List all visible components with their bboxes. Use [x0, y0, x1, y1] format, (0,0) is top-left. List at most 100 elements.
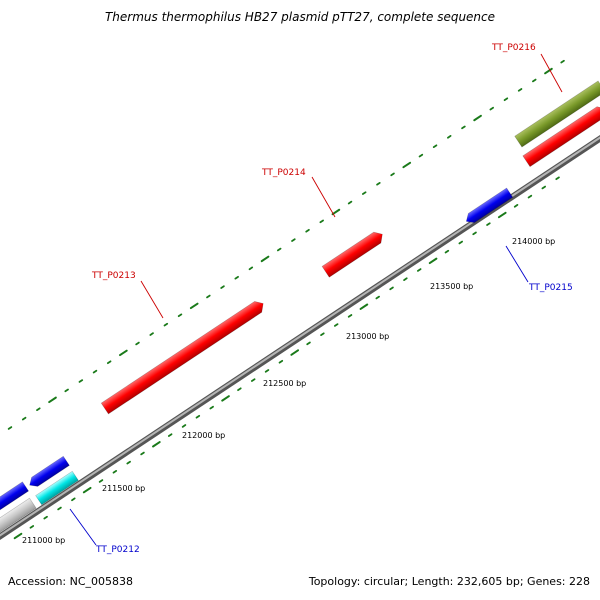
gene-tt-p0215-shape: [465, 187, 514, 223]
gene-tt-p0213-shape: [100, 301, 264, 415]
inner-tick-marks: [13, 176, 560, 540]
gene-callout-lines: [69, 53, 563, 546]
tick-mark: [126, 460, 131, 465]
tick-mark: [402, 161, 412, 169]
tick-mark: [390, 172, 395, 177]
tick-mark: [248, 266, 254, 271]
tick-mark: [461, 125, 466, 130]
feature-olive-shape: [514, 80, 600, 148]
tick-mark: [264, 369, 270, 373]
gene-tt-p0214-shape: [321, 231, 383, 278]
gene-tt-p0214: [321, 231, 383, 278]
tick-mark: [234, 275, 239, 280]
callout-tt-p0215: [505, 245, 529, 283]
tick-mark: [503, 97, 509, 102]
tick-mark: [347, 314, 353, 318]
tick-mark: [221, 395, 230, 402]
callout-tt-p0216: [540, 53, 563, 93]
tick-mark: [140, 451, 145, 456]
tick-mark: [64, 388, 69, 393]
tick-mark: [209, 405, 214, 410]
tick-mark: [13, 532, 23, 540]
tick-mark: [513, 204, 519, 208]
tick-mark: [57, 506, 62, 511]
tick-mark: [149, 332, 154, 336]
tick-mark: [276, 247, 282, 252]
tick-mark: [278, 359, 284, 364]
feature-gray: [0, 497, 37, 537]
feature-cyan-shape: [35, 470, 79, 506]
tick-mark: [112, 470, 118, 474]
tick-mark: [250, 378, 256, 382]
tick-mark: [560, 59, 565, 64]
feature-track: [0, 80, 600, 537]
tick-mark: [444, 249, 450, 254]
tick-mark: [181, 424, 187, 428]
tick-mark: [195, 414, 201, 419]
gene-blue-left: [0, 481, 29, 515]
gene-label-tt-p0215[interactable]: TT_P0215: [528, 283, 573, 293]
tick-mark: [92, 369, 98, 374]
tick-mark: [290, 349, 300, 356]
tick-mark: [331, 208, 341, 216]
tick-mark: [418, 153, 424, 158]
tick-mark: [48, 396, 57, 404]
tick-mark: [532, 78, 537, 83]
tick-mark: [489, 106, 494, 111]
tick-labels: 211000 bp 211500 bp 212000 bp 212500 bp …: [22, 237, 555, 545]
tick-mark: [71, 497, 76, 502]
gene-tt-p0212: [29, 455, 70, 487]
tick-mark: [486, 222, 491, 226]
tick-mark: [403, 277, 408, 281]
tick-mark: [106, 360, 112, 365]
tick-mark: [362, 191, 367, 195]
tick-mark: [135, 341, 140, 346]
tick-mark: [347, 200, 353, 205]
tick-mark: [21, 416, 27, 421]
tick-mark: [472, 231, 477, 236]
tick-mark: [473, 114, 482, 122]
tick-mark: [119, 349, 128, 357]
callout-tt-p0212: [69, 508, 97, 546]
tick-mark: [43, 515, 48, 520]
tick-mark: [206, 294, 211, 299]
feature-gray-shape: [0, 497, 37, 537]
tick-label: 213000 bp: [346, 332, 389, 341]
tick-mark: [319, 219, 324, 224]
tick-mark: [517, 88, 523, 92]
tick-label: 211500 bp: [102, 484, 145, 493]
tick-mark: [306, 341, 311, 346]
tick-mark: [7, 426, 13, 430]
feature-olive: [514, 80, 600, 148]
tick-mark: [305, 228, 310, 233]
tick-mark: [163, 322, 169, 327]
gene-label-tt-p0213[interactable]: TT_P0213: [91, 271, 136, 281]
tick-mark: [29, 525, 35, 529]
tick-mark: [375, 295, 380, 300]
tick-label: 214000 bp: [512, 237, 555, 246]
gene-tt-p0213: [100, 301, 264, 415]
gene-label-tt-p0212[interactable]: TT_P0212: [95, 545, 140, 555]
tick-label: 211000 bp: [22, 536, 65, 545]
gene-labels: TT_P0212 TT_P0213 TT_P0214 TT_P0215 TT_P…: [91, 43, 573, 555]
tick-label: 212000 bp: [182, 431, 225, 440]
tick-mark: [527, 194, 533, 199]
gene-tt-p0215: [465, 187, 514, 223]
tick-mark: [428, 257, 438, 265]
tick-mark: [36, 407, 41, 411]
gene-tt-p0216-shape: [522, 106, 600, 168]
tick-mark: [541, 185, 547, 190]
gene-label-tt-p0214[interactable]: TT_P0214: [261, 168, 306, 178]
tick-mark: [447, 135, 452, 139]
tick-mark: [237, 387, 242, 392]
tick-mark: [389, 286, 394, 291]
gene-label-tt-p0216[interactable]: TT_P0216: [491, 43, 536, 53]
map-title: Thermus thermophilus HB27 plasmid pTT27,…: [104, 10, 496, 24]
genome-summary-text: Topology: circular; Length: 232,605 bp; …: [308, 575, 590, 588]
accession-text: Accession: NC_005838: [8, 575, 134, 588]
tick-mark: [544, 67, 553, 75]
tick-label: 212500 bp: [263, 379, 306, 388]
gene-blue-left-shape: [0, 481, 29, 515]
tick-label: 213500 bp: [430, 282, 473, 291]
